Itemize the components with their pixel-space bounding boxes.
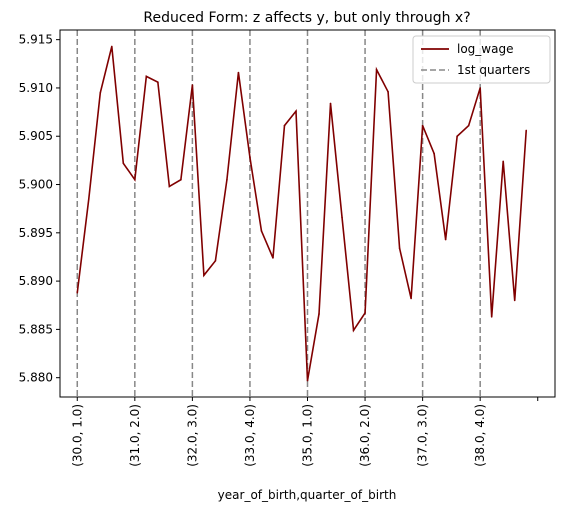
data-point: [111, 45, 113, 48]
data-point: [352, 329, 355, 332]
data-point: [272, 257, 274, 259]
series-layer: [76, 45, 528, 382]
data-point: [191, 84, 194, 86]
data-point: [134, 178, 136, 181]
data-point: [260, 230, 263, 232]
data-point: [76, 291, 79, 294]
data-point: [180, 178, 182, 181]
data-point: [87, 198, 90, 200]
data-point: [467, 124, 470, 127]
data-point: [249, 156, 251, 159]
data-point: [329, 102, 332, 105]
x-tick-label: (38.0, 4.0): [473, 404, 487, 467]
x-tick-label: (35.0, 1.0): [301, 404, 315, 467]
data-point: [525, 129, 528, 132]
y-tick-label: 5.900: [19, 178, 53, 192]
data-point: [364, 312, 366, 314]
data-point: [99, 91, 102, 94]
data-point: [283, 124, 286, 127]
y-tick-label: 5.885: [19, 322, 53, 336]
data-point: [168, 185, 171, 188]
data-point: [157, 81, 159, 83]
data-point: [375, 68, 378, 71]
x-tick-label: (37.0, 3.0): [416, 404, 430, 467]
x-tick-label: (36.0, 2.0): [358, 404, 372, 467]
data-point: [421, 124, 424, 127]
y-axis: 5.880 5.885 5.890 5.895 5.900 5.905 5.910 5.915: [19, 33, 60, 385]
data-point: [214, 260, 217, 262]
series-line-log-wage: [76, 46, 528, 381]
y-tick-label: 5.890: [19, 274, 53, 288]
plot-area: [59, 29, 556, 398]
data-point: [433, 152, 435, 155]
data-point: [513, 299, 516, 302]
data-point: [479, 87, 481, 89]
y-tick-label: 5.910: [19, 81, 53, 95]
data-point: [203, 274, 205, 277]
y-tick-label: 5.895: [19, 226, 53, 240]
data-point: [490, 316, 493, 318]
data-point: [444, 238, 447, 241]
data-point: [502, 160, 504, 163]
data-point: [318, 313, 320, 315]
data-point: [387, 91, 389, 93]
data-point: [410, 297, 412, 300]
data-point: [145, 75, 148, 78]
x-axis: (30.0, 1.0) (31.0, 2.0) (32.0, 3.0) (33.0, …: [70, 397, 539, 467]
quarter-lines: [76, 30, 481, 397]
x-tick-label: (33.0, 4.0): [243, 404, 257, 467]
data-point: [295, 110, 297, 112]
data-point: [306, 379, 309, 382]
data-point: [226, 178, 228, 181]
x-tick-label: (31.0, 2.0): [128, 404, 142, 467]
legend-box: [412, 35, 551, 84]
data-point: [456, 135, 458, 138]
legend: log_wage 1st quarters: [412, 35, 551, 84]
x-axis-title: year_of_birth,quarter_of_birth: [218, 488, 397, 502]
data-point: [122, 162, 125, 165]
data-point: [341, 216, 343, 219]
x-tick-label: (30.0, 1.0): [70, 404, 84, 467]
x-tick-label: (32.0, 3.0): [185, 404, 199, 467]
y-tick-label: 5.905: [19, 129, 53, 143]
legend-label-log-wage: log_wage: [457, 42, 513, 56]
data-point: [237, 71, 240, 74]
y-tick-label: 5.880: [19, 371, 53, 385]
legend-label-first-quarters: 1st quarters: [457, 63, 530, 77]
chart-title: Reduced Form: z affects y, but only thro…: [143, 10, 470, 26]
data-point: [398, 247, 401, 250]
y-tick-label: 5.915: [19, 33, 53, 47]
